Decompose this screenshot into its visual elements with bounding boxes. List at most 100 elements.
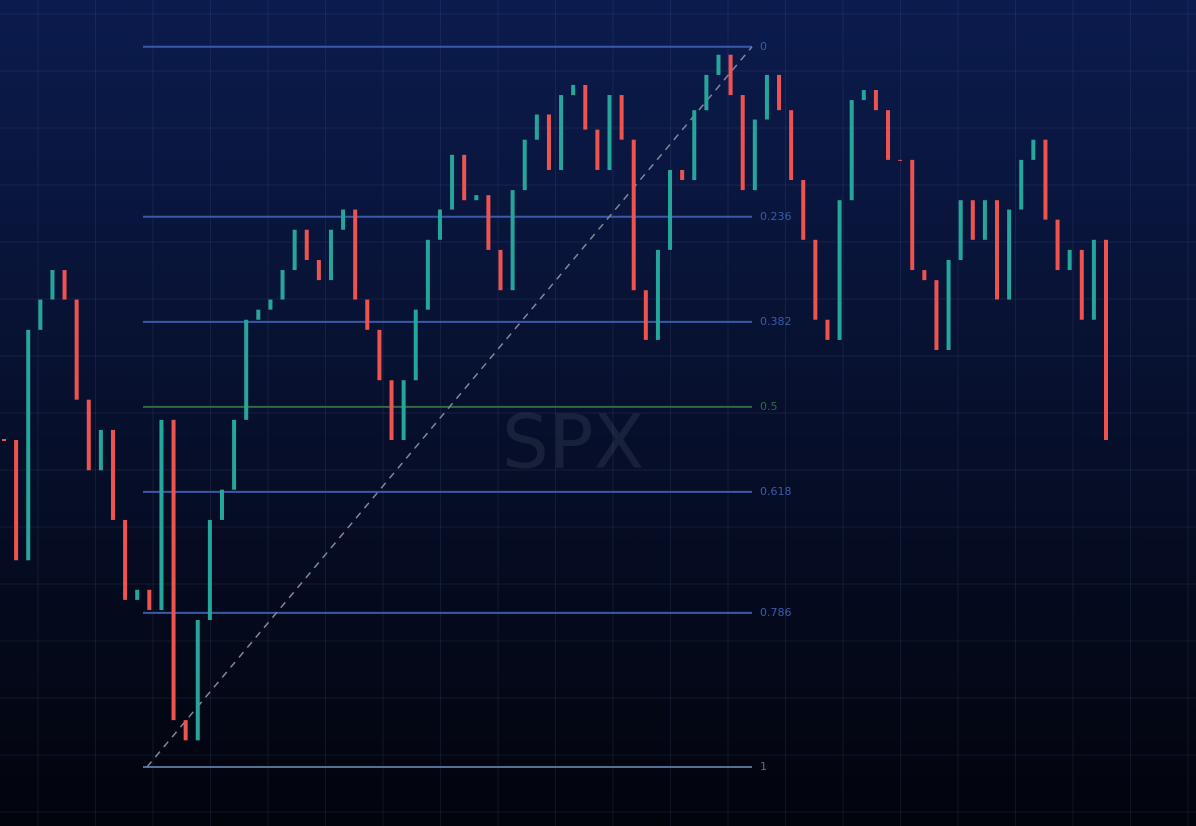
candle bbox=[970, 200, 975, 240]
candle bbox=[14, 440, 19, 561]
candle bbox=[171, 419, 176, 721]
candle bbox=[38, 299, 43, 330]
candle bbox=[377, 329, 382, 381]
candle bbox=[777, 74, 782, 111]
candle bbox=[571, 84, 576, 96]
candle bbox=[110, 429, 115, 520]
candle bbox=[450, 154, 455, 210]
candle bbox=[655, 249, 660, 340]
candle bbox=[813, 239, 818, 320]
candle bbox=[1031, 139, 1036, 160]
candle bbox=[437, 209, 442, 240]
candle bbox=[559, 95, 564, 170]
candle bbox=[849, 100, 854, 201]
candle bbox=[135, 589, 140, 600]
candle bbox=[728, 54, 733, 96]
candle bbox=[1079, 249, 1084, 320]
candle bbox=[232, 419, 237, 490]
candle bbox=[801, 180, 806, 240]
fib-level-label: 0 bbox=[760, 40, 767, 53]
candle bbox=[752, 119, 757, 191]
candle bbox=[740, 95, 745, 191]
candle bbox=[958, 200, 963, 260]
candle bbox=[764, 74, 769, 120]
candle bbox=[425, 239, 430, 310]
candle bbox=[304, 229, 309, 260]
candle bbox=[1019, 159, 1024, 210]
candle bbox=[692, 110, 697, 181]
candle bbox=[183, 720, 188, 741]
candle bbox=[1091, 239, 1096, 320]
candle bbox=[123, 519, 128, 600]
candle bbox=[147, 589, 152, 610]
candle bbox=[353, 209, 358, 300]
candle bbox=[631, 139, 636, 291]
candle bbox=[74, 299, 79, 400]
candle bbox=[365, 299, 370, 330]
candle bbox=[680, 169, 685, 181]
candle bbox=[98, 429, 103, 471]
candle bbox=[159, 419, 164, 610]
candle bbox=[474, 195, 479, 201]
candle bbox=[946, 259, 951, 350]
candle bbox=[861, 90, 866, 101]
candle bbox=[1104, 239, 1108, 441]
candle bbox=[522, 139, 527, 191]
candle bbox=[595, 129, 600, 170]
candle bbox=[401, 380, 406, 441]
candle bbox=[1043, 139, 1048, 220]
candle bbox=[619, 95, 624, 140]
candle bbox=[583, 84, 588, 130]
fib-level-label: 0.618 bbox=[760, 485, 792, 498]
fib-trend-line bbox=[146, 46, 753, 768]
candle bbox=[643, 290, 648, 340]
candle bbox=[922, 270, 927, 281]
candle bbox=[268, 299, 273, 310]
fib-level-label: 0.382 bbox=[760, 315, 792, 328]
candle bbox=[62, 270, 67, 300]
candle bbox=[413, 309, 418, 381]
candle bbox=[280, 270, 285, 300]
candle bbox=[510, 190, 515, 291]
fib-level-label: 1 bbox=[760, 760, 767, 773]
candle bbox=[982, 200, 987, 240]
watermark: SPX bbox=[502, 400, 644, 486]
candle bbox=[534, 114, 539, 140]
candle bbox=[50, 270, 55, 300]
candle bbox=[910, 159, 915, 271]
candle bbox=[873, 90, 878, 111]
candle bbox=[546, 114, 551, 170]
candle bbox=[825, 319, 830, 340]
candle bbox=[341, 209, 346, 230]
candle bbox=[462, 154, 467, 201]
candle bbox=[86, 399, 91, 471]
candle bbox=[1055, 219, 1060, 271]
candle bbox=[1007, 209, 1012, 300]
candle bbox=[292, 229, 297, 271]
fib-level-label: 0.5 bbox=[760, 400, 778, 413]
candle bbox=[207, 519, 212, 621]
candle bbox=[195, 620, 200, 741]
candle bbox=[886, 110, 891, 160]
candle bbox=[486, 195, 491, 250]
candle bbox=[837, 200, 842, 340]
candle bbox=[934, 280, 939, 350]
candle bbox=[789, 110, 794, 181]
candle bbox=[607, 95, 612, 170]
fib-level-label: 0.786 bbox=[760, 606, 792, 619]
candle bbox=[316, 259, 321, 281]
candle bbox=[389, 380, 394, 441]
candle bbox=[1067, 249, 1072, 271]
candle bbox=[2, 439, 6, 442]
candle bbox=[995, 200, 1000, 300]
candle bbox=[328, 229, 333, 281]
candle bbox=[668, 169, 673, 250]
candle bbox=[256, 309, 261, 320]
candle bbox=[898, 159, 903, 161]
fib-level-label: 0.236 bbox=[760, 210, 792, 223]
candle bbox=[26, 329, 31, 561]
candle bbox=[244, 319, 249, 420]
candle bbox=[716, 54, 721, 75]
